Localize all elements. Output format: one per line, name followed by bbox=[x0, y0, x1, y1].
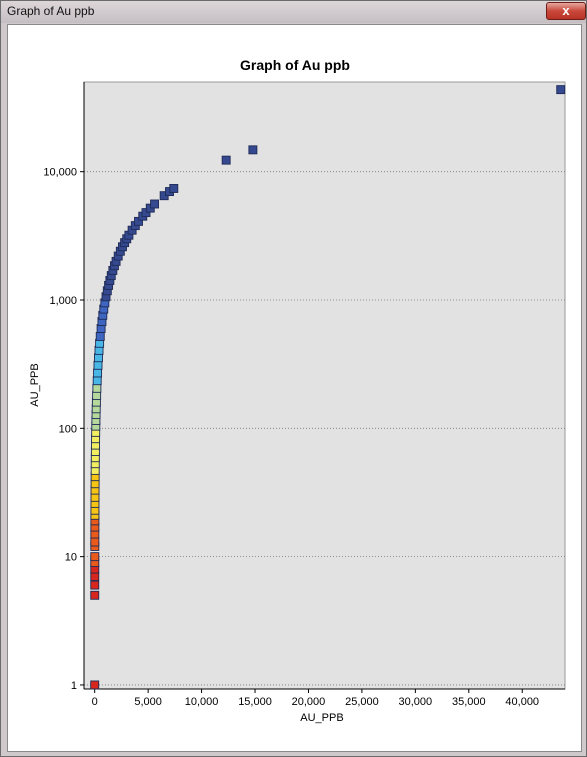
data-point bbox=[93, 368, 103, 378]
data-point bbox=[556, 85, 566, 95]
plot-area bbox=[83, 81, 566, 690]
data-point bbox=[169, 184, 179, 193]
y-axis-label: AU_PPB bbox=[29, 363, 41, 406]
x-axis-label: AU_PPB bbox=[300, 712, 343, 724]
x-tick-label: 20,000 bbox=[292, 696, 326, 708]
data-point bbox=[90, 680, 100, 690]
x-axis: 0 5,000 10,000 15,000 20,000 25,000 30,000 35,0… bbox=[84, 688, 565, 708]
close-button[interactable]: x bbox=[546, 2, 586, 20]
x-tick-label: 15,000 bbox=[238, 696, 272, 708]
chart-panel: Graph of Au ppb 0 5,000 10,000 15,000 20,000… bbox=[7, 24, 582, 752]
data-point bbox=[95, 331, 105, 341]
window-title: Graph of Au ppb bbox=[7, 4, 95, 18]
data-points bbox=[90, 85, 566, 690]
data-point bbox=[92, 383, 102, 393]
data-point bbox=[150, 199, 159, 209]
x-tick-label: 40,000 bbox=[505, 696, 539, 708]
y-tick-label: 10,000 bbox=[43, 167, 77, 179]
window-titlebar[interactable]: Graph of Au ppb x bbox=[1, 1, 586, 23]
x-tick-label: 5,000 bbox=[134, 696, 162, 708]
data-point bbox=[90, 590, 100, 600]
y-tick-label: 1,000 bbox=[49, 295, 77, 307]
y-tick-label: 10 bbox=[65, 552, 77, 564]
data-point bbox=[90, 537, 100, 547]
x-tick-label: 35,000 bbox=[452, 696, 486, 708]
data-point bbox=[90, 552, 100, 562]
y-tick-label: 1 bbox=[71, 680, 77, 692]
data-point bbox=[248, 145, 258, 155]
data-point bbox=[94, 353, 103, 363]
data-point bbox=[90, 572, 100, 581]
x-tick-label: 30,000 bbox=[399, 696, 433, 708]
data-point bbox=[93, 360, 103, 370]
gridlines bbox=[84, 171, 565, 686]
data-point bbox=[221, 155, 231, 165]
scatter-chart: Graph of Au ppb 0 5,000 10,000 15,000 20,000… bbox=[29, 57, 566, 724]
y-axis: 1 10 100 1,000 10,000 bbox=[43, 82, 85, 692]
data-point bbox=[92, 376, 102, 386]
x-tick-label: 10,000 bbox=[185, 696, 219, 708]
x-tick-label: 0 bbox=[92, 696, 98, 708]
close-icon: x bbox=[562, 3, 570, 18]
data-point bbox=[90, 580, 100, 590]
y-tick-label: 100 bbox=[59, 423, 77, 435]
x-tick-label: 25,000 bbox=[345, 696, 379, 708]
chart-title: Graph of Au ppb bbox=[240, 57, 350, 73]
